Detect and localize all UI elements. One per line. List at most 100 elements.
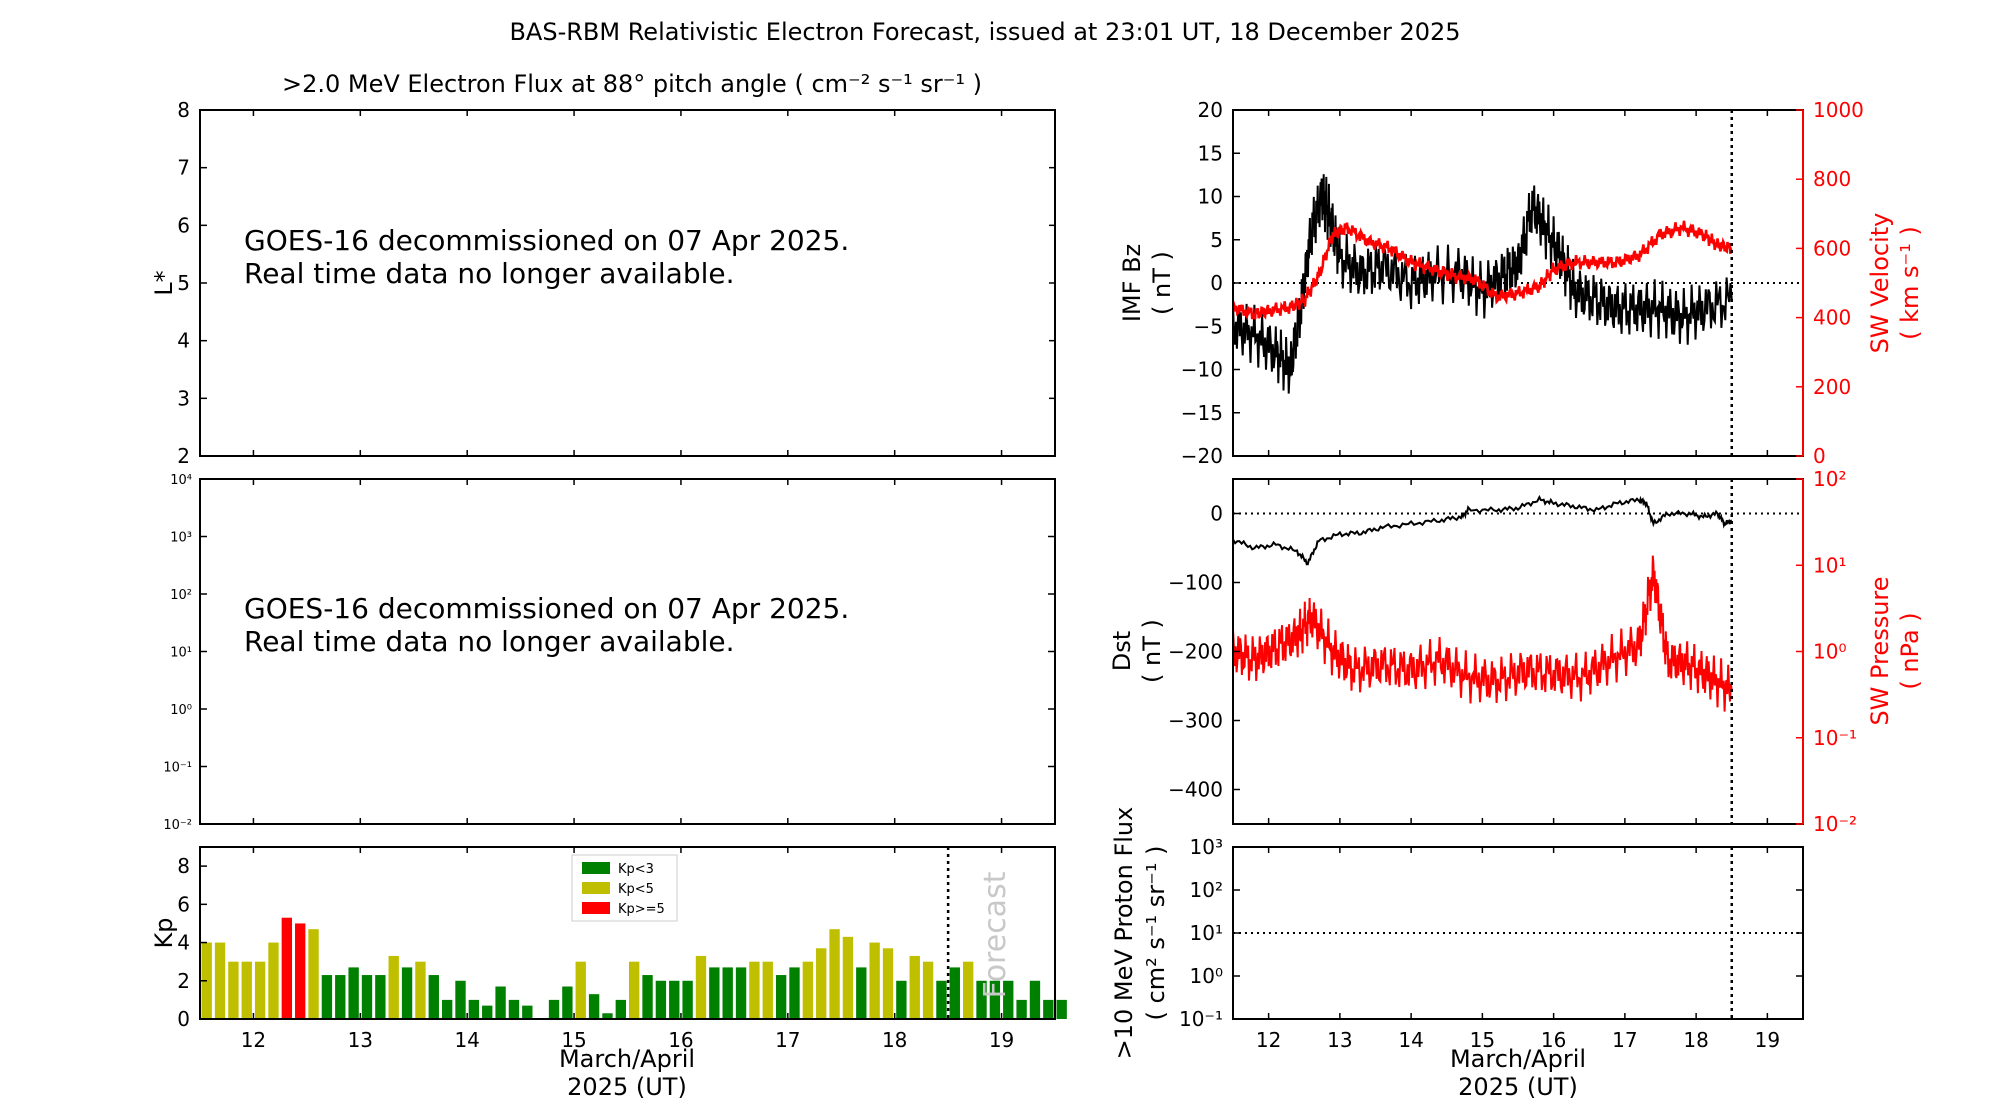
dst-right-tick-label: 10⁻² bbox=[1813, 812, 1857, 836]
proton-y-tick-label: 10⁻¹ bbox=[1179, 1007, 1223, 1031]
kp-bar bbox=[295, 923, 306, 1019]
kp-bar bbox=[335, 975, 346, 1019]
proton-x-tick-label: 15 bbox=[1470, 1028, 1495, 1052]
kp-bar bbox=[922, 961, 934, 1019]
kp-legend-low: Kp<3 bbox=[618, 862, 654, 877]
dst-left-ticks: −400 −300 −200 −100 0 bbox=[1168, 502, 1240, 802]
kp-legend-swatch-mid bbox=[582, 882, 610, 894]
dst-right-tick-label: 10¹ bbox=[1813, 553, 1846, 577]
kp-bar bbox=[1016, 999, 1027, 1019]
flux-message-line2: Real time data no longer available. bbox=[244, 257, 735, 290]
kp-bar bbox=[869, 942, 880, 1019]
imf-left-tick-label: 0 bbox=[1210, 271, 1223, 295]
imf-y-label-line2: ( nT ) bbox=[1148, 251, 1176, 315]
kp-y-label: Kp bbox=[150, 918, 178, 949]
spectrum-y-tick-label: 10⁻² bbox=[163, 818, 192, 833]
dst-y-label-line2: ( nT ) bbox=[1138, 619, 1166, 683]
dst-right-ticks: 10⁻² 10⁻¹ 10⁰ 10¹ 10² bbox=[1796, 467, 1857, 836]
flux-y-tick-label: 6 bbox=[177, 213, 190, 237]
imf-panel: −20 −15 −10 −5 0 5 10 15 20 0 200 400 600 800 1000 IM… bbox=[1118, 98, 1924, 468]
imf-left-tick-label: −20 bbox=[1181, 444, 1223, 468]
figure-title: BAS-RBM Relativistic Electron Forecast, … bbox=[509, 18, 1460, 46]
kp-bar bbox=[241, 961, 252, 1019]
spectrum-message-line2: Real time data no longer available. bbox=[244, 625, 735, 658]
imf-left-tick-label: 10 bbox=[1198, 185, 1223, 209]
spectrum-message-line1: GOES-16 decommissioned on 07 Apr 2025. bbox=[244, 592, 849, 625]
flux-y-tick-label: 8 bbox=[177, 98, 190, 122]
kp-bar bbox=[735, 967, 747, 1019]
kp-bar bbox=[388, 955, 399, 1019]
spectrum-y-tick-label: 10² bbox=[170, 588, 192, 603]
kp-y-tick-label: 6 bbox=[177, 892, 190, 916]
flux-y-tick-label: 5 bbox=[177, 271, 190, 295]
spectrum-y-tick-label: 10⁰ bbox=[170, 703, 192, 718]
kp-bars bbox=[201, 917, 1067, 1019]
kp-bar bbox=[268, 942, 279, 1019]
kp-x-tick-label: 19 bbox=[989, 1028, 1014, 1052]
proton-y-tick-label: 10¹ bbox=[1190, 921, 1223, 945]
kp-bar bbox=[695, 955, 707, 1019]
kp-bar bbox=[495, 986, 506, 1019]
proton-x-ticks: 12 13 14 15 16 17 18 19 bbox=[1256, 847, 1780, 1052]
kp-legend-mid: Kp<5 bbox=[618, 882, 654, 897]
kp-bar bbox=[842, 936, 854, 1019]
kp-bar bbox=[441, 999, 453, 1019]
imf-right-tick-label: 800 bbox=[1813, 167, 1851, 191]
dst-left-tick-label: −400 bbox=[1168, 778, 1223, 802]
kp-x-ticks: 12 13 14 15 16 17 18 19 bbox=[241, 847, 1014, 1052]
imf-right-ticks: 0 200 400 600 800 1000 bbox=[1796, 98, 1864, 468]
kp-bar bbox=[522, 1005, 533, 1019]
proton-y-label-line2: ( cm² s⁻¹ sr⁻¹ ) bbox=[1142, 846, 1170, 1021]
kp-bar bbox=[308, 929, 319, 1019]
kp-legend: Kp<3 Kp<5 Kp>=5 bbox=[571, 854, 678, 922]
proton-x-tick-label: 13 bbox=[1327, 1028, 1352, 1052]
kp-bar bbox=[722, 967, 733, 1019]
imf-left-tick-label: 20 bbox=[1198, 98, 1223, 122]
kp-bar bbox=[615, 999, 626, 1019]
kp-y-tick-label: 8 bbox=[177, 854, 190, 878]
sw-velocity-series bbox=[1233, 220, 1733, 321]
kp-y-tick-label: 2 bbox=[177, 969, 190, 993]
proton-y-tick-label: 10³ bbox=[1190, 835, 1223, 859]
imf-y-label-line1: IMF Bz bbox=[1118, 244, 1146, 322]
kp-bar bbox=[909, 955, 920, 1019]
kp-y-tick-label: 0 bbox=[177, 1007, 190, 1031]
imf-right-tick-label: 400 bbox=[1813, 306, 1851, 330]
proton-y-tick-label: 10² bbox=[1190, 878, 1223, 902]
kp-bar bbox=[455, 980, 466, 1019]
kp-bar bbox=[749, 961, 760, 1019]
proton-y-tick-label: 10⁰ bbox=[1190, 964, 1223, 988]
kp-bar bbox=[976, 980, 987, 1019]
kp-forecast-label: Forecast bbox=[978, 871, 1013, 998]
kp-bar bbox=[1043, 999, 1054, 1019]
kp-bar bbox=[348, 967, 359, 1019]
kp-x-label-line1: March/April bbox=[559, 1045, 695, 1073]
kp-x-label-line2: 2025 (UT) bbox=[567, 1073, 687, 1100]
proton-x-tick-label: 12 bbox=[1256, 1028, 1281, 1052]
sw-pressure-label-line2: ( nPa ) bbox=[1896, 612, 1924, 689]
kp-bar bbox=[642, 975, 653, 1019]
kp-bar bbox=[228, 961, 239, 1019]
kp-bar bbox=[401, 967, 413, 1019]
flux-x-ticks bbox=[252, 110, 1003, 456]
kp-panel-frame bbox=[199, 846, 1056, 1020]
flux-y-tick-label: 7 bbox=[177, 156, 190, 180]
kp-bar bbox=[214, 942, 226, 1019]
kp-bar bbox=[936, 980, 947, 1019]
flux-panel: >2.0 MeV Electron Flux at 88° pitch angl… bbox=[150, 70, 1056, 468]
kp-bar bbox=[588, 994, 600, 1019]
kp-legend-swatch-high bbox=[582, 902, 610, 914]
kp-bar bbox=[468, 999, 480, 1019]
dst-series bbox=[1233, 494, 1733, 566]
proton-x-tick-label: 16 bbox=[1541, 1028, 1566, 1052]
imf-left-tick-label: 5 bbox=[1210, 228, 1223, 252]
imf-left-ticks: −20 −15 −10 −5 0 5 10 15 20 bbox=[1181, 98, 1240, 468]
kp-bar bbox=[1003, 980, 1014, 1019]
kp-x-tick-label: 16 bbox=[668, 1028, 693, 1052]
proton-x-tick-label: 14 bbox=[1398, 1028, 1423, 1052]
dst-y-label-line1: Dst bbox=[1108, 631, 1136, 671]
kp-bar bbox=[816, 948, 827, 1019]
spectrum-x-ticks bbox=[252, 479, 1003, 824]
